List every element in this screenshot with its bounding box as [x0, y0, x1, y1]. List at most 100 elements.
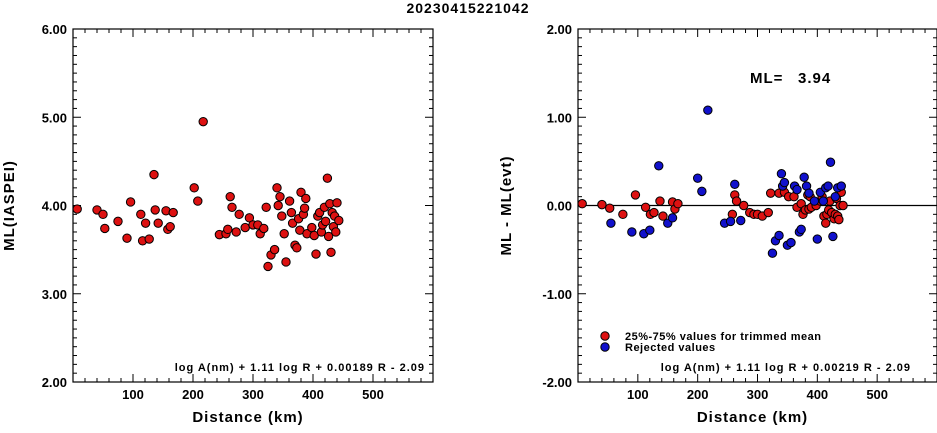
y-tick-label: -2.00: [542, 375, 572, 390]
y-tick-label: 2.00: [42, 375, 67, 390]
data-point: [307, 222, 317, 233]
x-tick-label: 300: [242, 387, 264, 402]
data-point: [828, 231, 838, 242]
data-point: [823, 181, 833, 191]
x-tick-label: 100: [627, 387, 649, 402]
data-point: [259, 223, 269, 234]
x-tick-label: 400: [806, 387, 828, 402]
data-point: [140, 218, 151, 228]
data-point: [136, 209, 146, 220]
data-point: [198, 116, 208, 127]
data-point: [731, 196, 742, 206]
data-point: [150, 205, 160, 215]
legend-marker: [600, 342, 610, 352]
data-point: [821, 218, 831, 228]
data-point: [812, 234, 823, 244]
data-point: [275, 191, 285, 202]
y-axis-label: ML(IASPEI): [1, 160, 18, 251]
data-point: [836, 181, 846, 191]
data-point: [281, 257, 291, 267]
y-tick-label: 0.00: [547, 199, 572, 214]
data-point: [640, 202, 651, 212]
x-tick-label: 500: [362, 387, 384, 402]
x-tick-label: 200: [687, 387, 709, 402]
data-point: [597, 199, 607, 210]
data-point: [649, 207, 659, 218]
data-point: [100, 223, 110, 234]
y-tick-label: 2.00: [547, 22, 572, 37]
data-point: [234, 209, 244, 220]
data-point: [292, 243, 302, 253]
data-point: [627, 227, 637, 237]
data-point: [776, 169, 787, 179]
data-point: [697, 186, 707, 197]
x-tick-label: 200: [182, 387, 204, 402]
formula-annotation: log A(nm) + 1.11 log R + 0.00219 R - 2.0…: [661, 362, 911, 374]
data-point: [739, 200, 749, 211]
y-tick-label: -1.00: [542, 287, 572, 302]
x-axis-label: Distance (km): [192, 409, 303, 426]
data-point: [144, 234, 154, 244]
right-panel-residual-vs-distance: 100 200 300 400 500 -2.00 -1.00 0.00 1.00 2.00 Dis…: [498, 22, 937, 426]
data-point: [193, 196, 203, 206]
data-point: [834, 214, 844, 225]
ml-value: 3.94: [798, 70, 831, 87]
data-point: [240, 222, 250, 233]
data-point: [667, 213, 678, 223]
data-point: [825, 157, 836, 167]
data-point: [98, 209, 108, 220]
data-point: [323, 231, 334, 242]
data-point: [269, 244, 280, 255]
data-point: [654, 161, 664, 171]
data-point: [796, 224, 806, 235]
data-point: [818, 196, 829, 206]
data-point: [618, 209, 628, 220]
figure-title: 20230415221042: [406, 0, 529, 16]
data-point: [125, 197, 136, 207]
data-point: [296, 187, 306, 197]
ml-label: ML=: [750, 70, 783, 87]
data-point: [72, 204, 82, 214]
data-point: [692, 173, 703, 183]
series-0: [577, 187, 848, 228]
data-point: [227, 202, 237, 212]
data-point: [774, 230, 784, 241]
left-panel-ml-vs-distance: 100 200 300 400 500 2.00 3.00 4.00 5.00 6.00 Dista…: [1, 22, 434, 426]
data-point: [725, 216, 736, 227]
x-axis-label: Distance (km): [697, 409, 808, 426]
data-point: [225, 191, 235, 202]
y-tick-label: 1.00: [547, 110, 572, 125]
series-1: [606, 105, 846, 258]
legend-marker: [600, 331, 610, 341]
data-point: [630, 190, 641, 200]
data-point: [261, 202, 271, 212]
series-0: [72, 116, 344, 272]
data-point: [606, 218, 616, 228]
data-point: [272, 183, 282, 193]
data-point: [279, 229, 289, 239]
data-point: [322, 173, 333, 183]
data-point: [153, 218, 163, 228]
formula-annotation: log A(nm) + 1.11 log R + 0.00189 R - 2.0…: [175, 362, 425, 374]
legend-label: 25%-75% values for trimmed mean: [625, 331, 821, 343]
y-tick-label: 4.00: [42, 199, 67, 214]
data-point: [838, 200, 848, 211]
data-point: [792, 184, 802, 195]
data-point: [301, 193, 311, 204]
data-point: [299, 203, 310, 213]
data-point: [645, 225, 655, 235]
data-point: [277, 211, 287, 221]
data-point: [763, 207, 773, 218]
data-point: [332, 198, 342, 208]
data-point: [331, 227, 341, 237]
data-point: [658, 211, 668, 221]
data-point: [779, 177, 790, 188]
data-point: [273, 200, 283, 211]
data-point: [231, 227, 241, 237]
data-point: [286, 207, 297, 218]
plot-frame: [72, 28, 434, 383]
data-point: [786, 237, 796, 248]
y-tick-label: 5.00: [42, 110, 67, 125]
